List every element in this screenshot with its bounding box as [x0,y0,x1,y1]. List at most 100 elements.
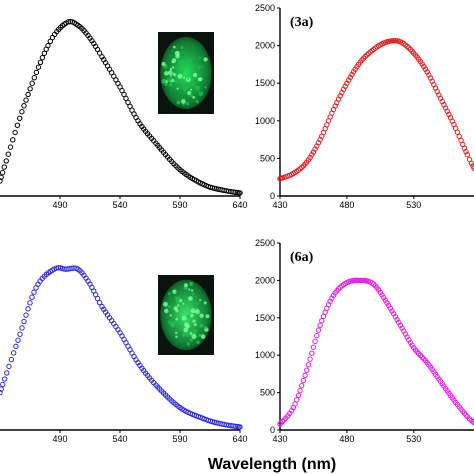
inset-speckle [195,86,200,91]
data-point [2,377,6,381]
inset-speckle [206,314,210,318]
data-point [308,357,312,361]
data-point [4,159,8,163]
inset-speckle [191,334,196,339]
inset-speckle [198,78,201,81]
inset-speckle [186,325,190,329]
data-point [14,344,18,348]
panel-bottom-left: 490 540 590 640 [0,266,248,444]
x-tick-label: 430 [272,200,287,210]
inset-speckle [164,71,169,76]
data-point [18,332,22,336]
panel-label: (3a) [290,15,314,30]
inset-speckle [192,96,195,99]
data-point [316,328,320,332]
inset-speckle [172,290,176,294]
inset-speckle [186,102,190,106]
inset-speckle [170,322,175,327]
inset-speckle [184,283,188,287]
inset-speckle [183,87,187,91]
y-tick-label: 500 [260,153,275,163]
data-point [26,92,30,96]
data-point [18,116,22,120]
inset-speckle [177,87,179,89]
data-point [300,383,304,387]
x-tick-label: 590 [172,200,187,210]
inset-speckle [190,94,193,97]
inset-speckle [177,304,179,306]
inset-speckle [182,303,184,305]
inset-speckle [196,302,199,305]
inset-powder-glow [160,280,212,350]
data-point [28,87,32,91]
data-point [1,382,5,386]
inset-speckle [162,62,166,66]
inset-speckle [179,60,183,64]
panel-top-left: 490 540 590 640 [0,19,248,210]
inset-speckle [172,66,174,68]
inset-speckle [204,326,207,329]
inset-speckle [168,292,171,295]
inset-speckle [198,334,202,338]
inset-speckle [176,300,180,304]
x-tick-label: 540 [112,200,127,210]
data-point [296,393,300,397]
data-point [313,339,317,343]
inset-speckle [191,308,196,313]
data-point [7,364,11,368]
y-tick-label: 1000 [255,350,275,360]
inset-speckle [199,314,203,318]
inset-speckle [164,309,168,313]
x-tick-label: 490 [52,200,67,210]
inset-speckle [195,100,198,103]
inset-speckle [190,89,192,91]
inset-speckle [175,80,178,83]
inset-speckle [191,289,193,291]
data-point [9,357,13,361]
x-tick-label: 480 [339,434,354,444]
inset-speckle [167,77,172,82]
data-point [40,55,44,59]
inset-speckle [161,79,166,84]
inset-speckle [188,296,193,301]
inset-speckle [179,299,182,302]
inset-speckle [195,309,200,314]
data-point [28,301,32,305]
inset-speckle [189,59,192,62]
inset-speckle [169,83,173,87]
y-tick-label: 500 [260,388,275,398]
inset-speckle [196,340,200,344]
inset-speckle [177,74,182,79]
inset-speckle [190,338,193,341]
data-point [15,123,19,127]
data-point [315,333,319,337]
data-point [30,81,34,85]
x-tick-label: 640 [232,434,247,444]
data-point [303,373,307,377]
y-tick-label: 0 [270,191,275,201]
x-tick-label: 430 [272,434,287,444]
data-point [11,351,15,355]
data-point [24,98,28,102]
data-point [20,110,24,114]
inset-speckle [192,83,195,86]
y-tick-label: 1000 [255,116,275,126]
inset-speckle [175,296,178,299]
inset-speckle [187,77,189,79]
inset-speckle [170,314,172,316]
panel-label: (6a) [290,250,314,265]
x-tick-label: 640 [232,200,247,210]
data-point [298,388,302,392]
data-point [38,60,42,64]
x-tick-label: 530 [406,434,421,444]
inset-speckle [201,66,203,68]
data-point [320,319,324,323]
inset-speckle [189,282,193,286]
panel-6a: 430 480 530 0 500 1000 1500 2000 2500 (6a) [255,238,474,444]
inset-speckle [199,57,201,59]
inset-speckle [186,315,189,318]
x-axis-title: Wavelength (nm) [208,456,336,473]
inset-speckle [192,320,195,323]
x-tick-label: 530 [406,200,421,210]
